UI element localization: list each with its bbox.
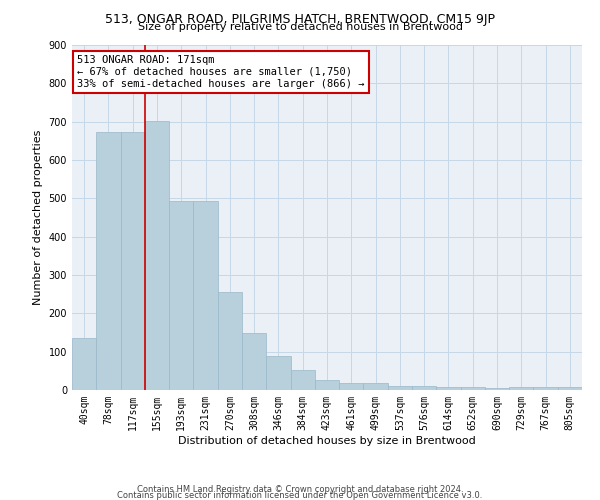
- Text: Contains HM Land Registry data © Crown copyright and database right 2024.: Contains HM Land Registry data © Crown c…: [137, 485, 463, 494]
- Bar: [461, 388, 485, 390]
- Bar: [218, 292, 242, 390]
- Y-axis label: Number of detached properties: Number of detached properties: [33, 130, 43, 305]
- Text: Size of property relative to detached houses in Brentwood: Size of property relative to detached ho…: [137, 22, 463, 32]
- Bar: [145, 120, 169, 390]
- Bar: [436, 388, 461, 390]
- X-axis label: Distribution of detached houses by size in Brentwood: Distribution of detached houses by size …: [178, 436, 476, 446]
- Bar: [96, 132, 121, 390]
- Text: 513 ONGAR ROAD: 171sqm
← 67% of detached houses are smaller (1,750)
33% of semi-: 513 ONGAR ROAD: 171sqm ← 67% of detached…: [77, 56, 365, 88]
- Bar: [509, 388, 533, 390]
- Bar: [558, 388, 582, 390]
- Bar: [266, 356, 290, 390]
- Bar: [315, 380, 339, 390]
- Text: 513, ONGAR ROAD, PILGRIMS HATCH, BRENTWOOD, CM15 9JP: 513, ONGAR ROAD, PILGRIMS HATCH, BRENTWO…: [105, 12, 495, 26]
- Bar: [412, 386, 436, 390]
- Bar: [169, 202, 193, 390]
- Bar: [290, 370, 315, 390]
- Bar: [533, 388, 558, 390]
- Bar: [72, 338, 96, 390]
- Bar: [121, 132, 145, 390]
- Bar: [364, 383, 388, 390]
- Bar: [339, 383, 364, 390]
- Text: Contains public sector information licensed under the Open Government Licence v3: Contains public sector information licen…: [118, 491, 482, 500]
- Bar: [242, 332, 266, 390]
- Bar: [193, 202, 218, 390]
- Bar: [485, 388, 509, 390]
- Bar: [388, 386, 412, 390]
